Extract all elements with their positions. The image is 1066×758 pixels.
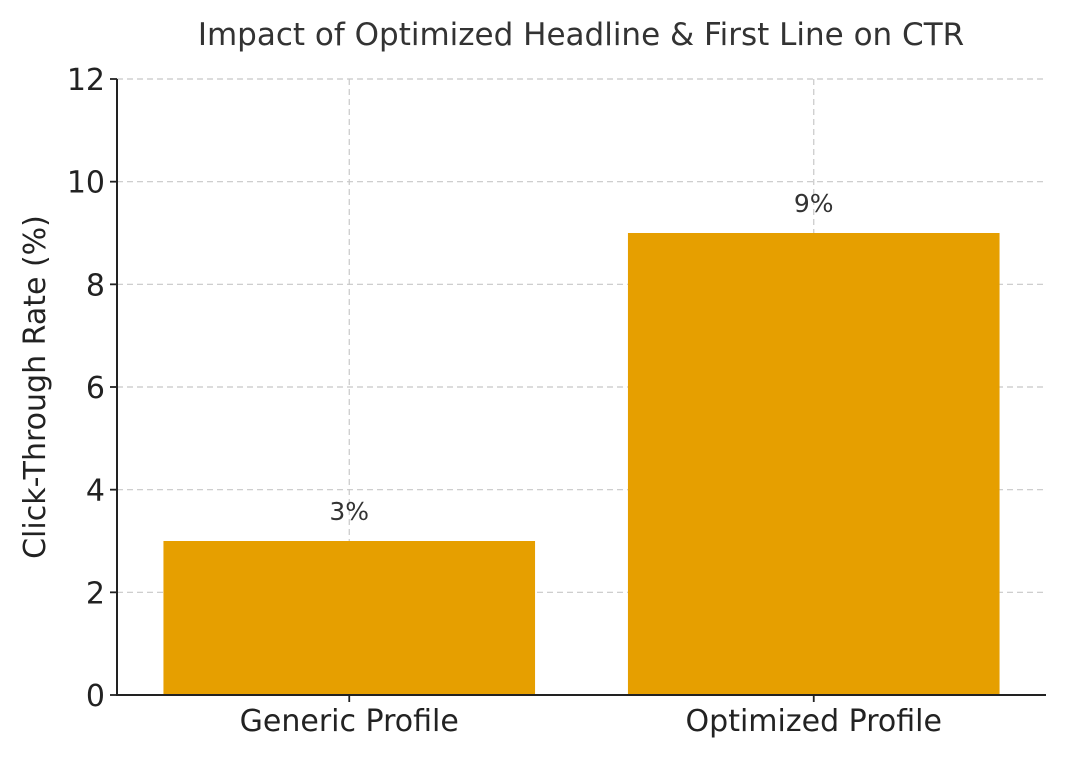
y-tick-label-6: 12	[67, 63, 105, 98]
bar-value-label-0: 3%	[329, 497, 369, 526]
x-tick-label-1: Optimized Profile	[686, 704, 942, 739]
bar-value-labels: 3% 9%	[329, 189, 833, 526]
bar-value-label-1: 9%	[794, 189, 834, 218]
x-tick-label-0: Generic Profile	[240, 704, 459, 739]
y-tick-label-5: 10	[67, 166, 105, 201]
bars	[163, 233, 1000, 695]
y-tick-label-3: 6	[86, 371, 105, 406]
y-tick-label-1: 2	[86, 576, 105, 611]
bar-0	[163, 541, 536, 695]
y-tick-label-2: 4	[86, 474, 105, 509]
y-ticks: 0 2 4 6 8 10 12	[67, 63, 117, 714]
y-axis-label: Click-Through Rate (%)	[18, 215, 53, 559]
y-tick-label-0: 0	[86, 679, 105, 714]
bar-1	[627, 233, 1000, 695]
x-ticks: Generic Profile Optimized Profile	[240, 695, 942, 739]
chart-title: Impact of Optimized Headline & First Lin…	[198, 17, 964, 53]
y-tick-label-4: 8	[86, 268, 105, 303]
